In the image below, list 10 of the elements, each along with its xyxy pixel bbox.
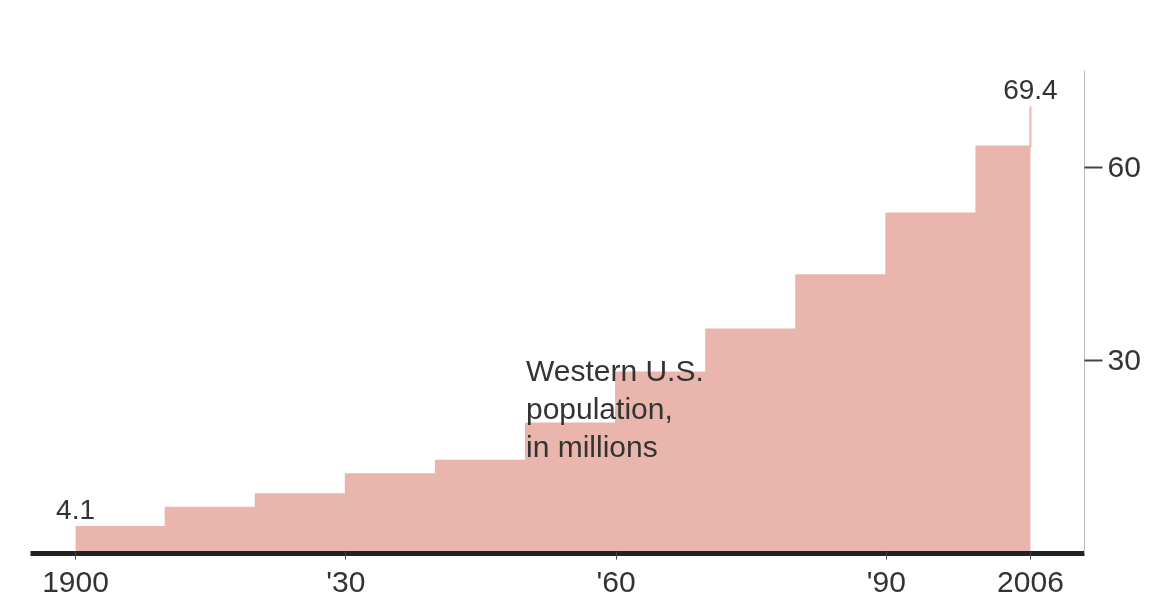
y-tick-label: 30 <box>1107 343 1141 377</box>
x-tick-label: 1900 <box>42 564 109 598</box>
data-label: 4.1 <box>56 494 96 526</box>
data-label: 69.4 <box>1003 73 1058 105</box>
x-tick-label: '30 <box>326 564 366 598</box>
text: Western U.S. population, in millions <box>525 354 704 464</box>
x-tick-label: '90 <box>866 564 906 598</box>
x-tick-label: 2006 <box>997 564 1064 598</box>
x-tick-label: '60 <box>596 564 636 598</box>
y-tick-label: 60 <box>1107 150 1141 184</box>
